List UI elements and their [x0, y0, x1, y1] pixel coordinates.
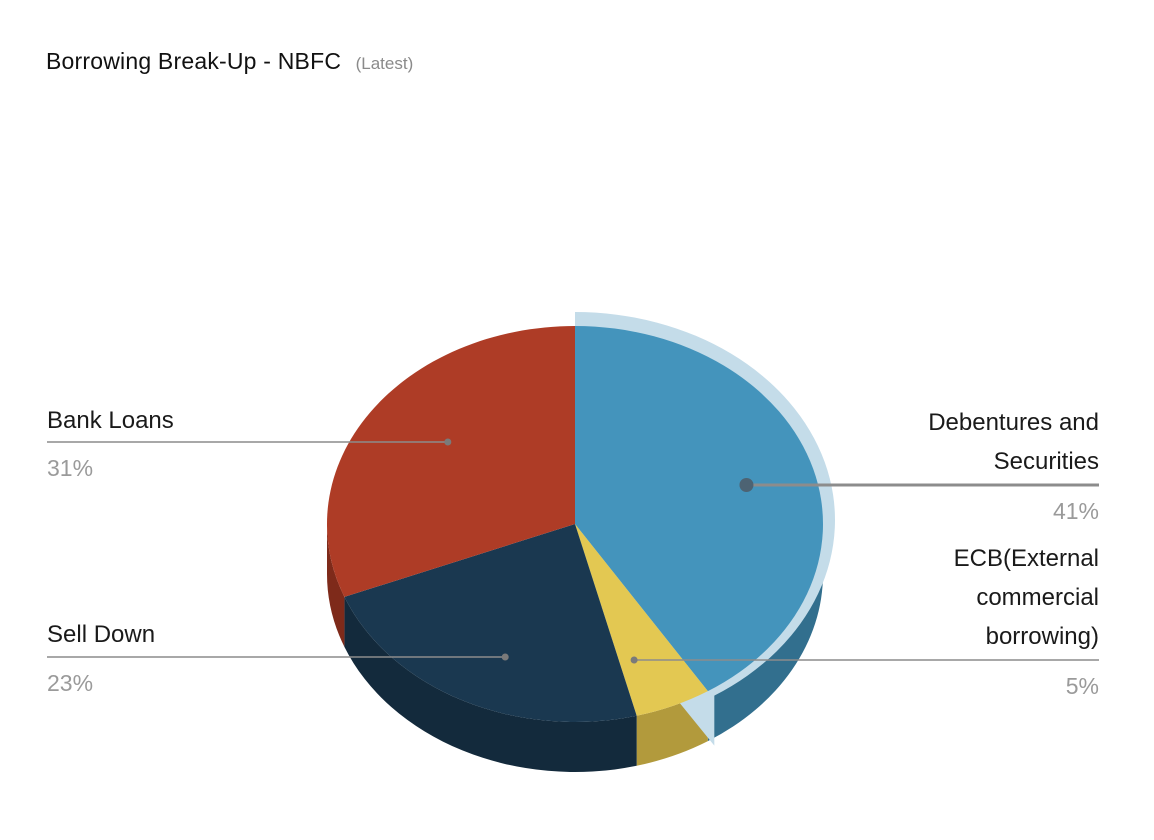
pie-slice-bank-loans[interactable] — [326, 326, 575, 597]
chart-header: Borrowing Break-Up - NBFC (Latest) — [46, 48, 413, 75]
slice-value-bank-loans: 31% — [47, 455, 93, 481]
chart-title: Borrowing Break-Up - NBFC — [46, 48, 342, 74]
leader-dot-ecb-external-commercial-borrowing — [630, 656, 638, 664]
pie-leader-lines — [47, 438, 1099, 664]
chart-subtitle: (Latest) — [355, 54, 414, 73]
slice-label-ecb-external-commercial-borrowing: borrowing) — [986, 623, 1099, 650]
pie-slices — [326, 326, 823, 722]
slice-label-ecb-external-commercial-borrowing: ECB(External — [954, 545, 1099, 572]
pie-side-sell-down — [344, 596, 637, 773]
leader-dot-debentures-and-securities — [739, 478, 754, 492]
slice-value-debentures-and-securities: 41% — [1053, 498, 1099, 524]
slice-value-ecb-external-commercial-borrowing: 5% — [1066, 673, 1099, 699]
slice-value-sell-down: 23% — [47, 670, 93, 696]
pie-slice-sell-down[interactable] — [344, 524, 637, 722]
leader-dot-sell-down — [501, 653, 509, 661]
leader-dot-bank-loans — [444, 438, 452, 446]
slice-label-sell-down: Sell Down — [47, 621, 155, 648]
slice-label-debentures-and-securities: Securities — [994, 448, 1099, 475]
slice-label-debentures-and-securities: Debentures and — [928, 409, 1099, 436]
pie-labels: Debentures and Securities 41% ECB(External c… — [47, 407, 1099, 699]
pie-slice-ecb-external-commercial-borrowing[interactable] — [575, 524, 708, 716]
slice-label-bank-loans: Bank Loans — [47, 407, 174, 434]
pie-side-bank-loans — [327, 524, 345, 647]
pie-slice-debentures-and-securities[interactable] — [575, 326, 823, 692]
slice-label-ecb-external-commercial-borrowing: commercial — [976, 584, 1099, 611]
pie-side-debentures-and-securities — [707, 524, 823, 742]
